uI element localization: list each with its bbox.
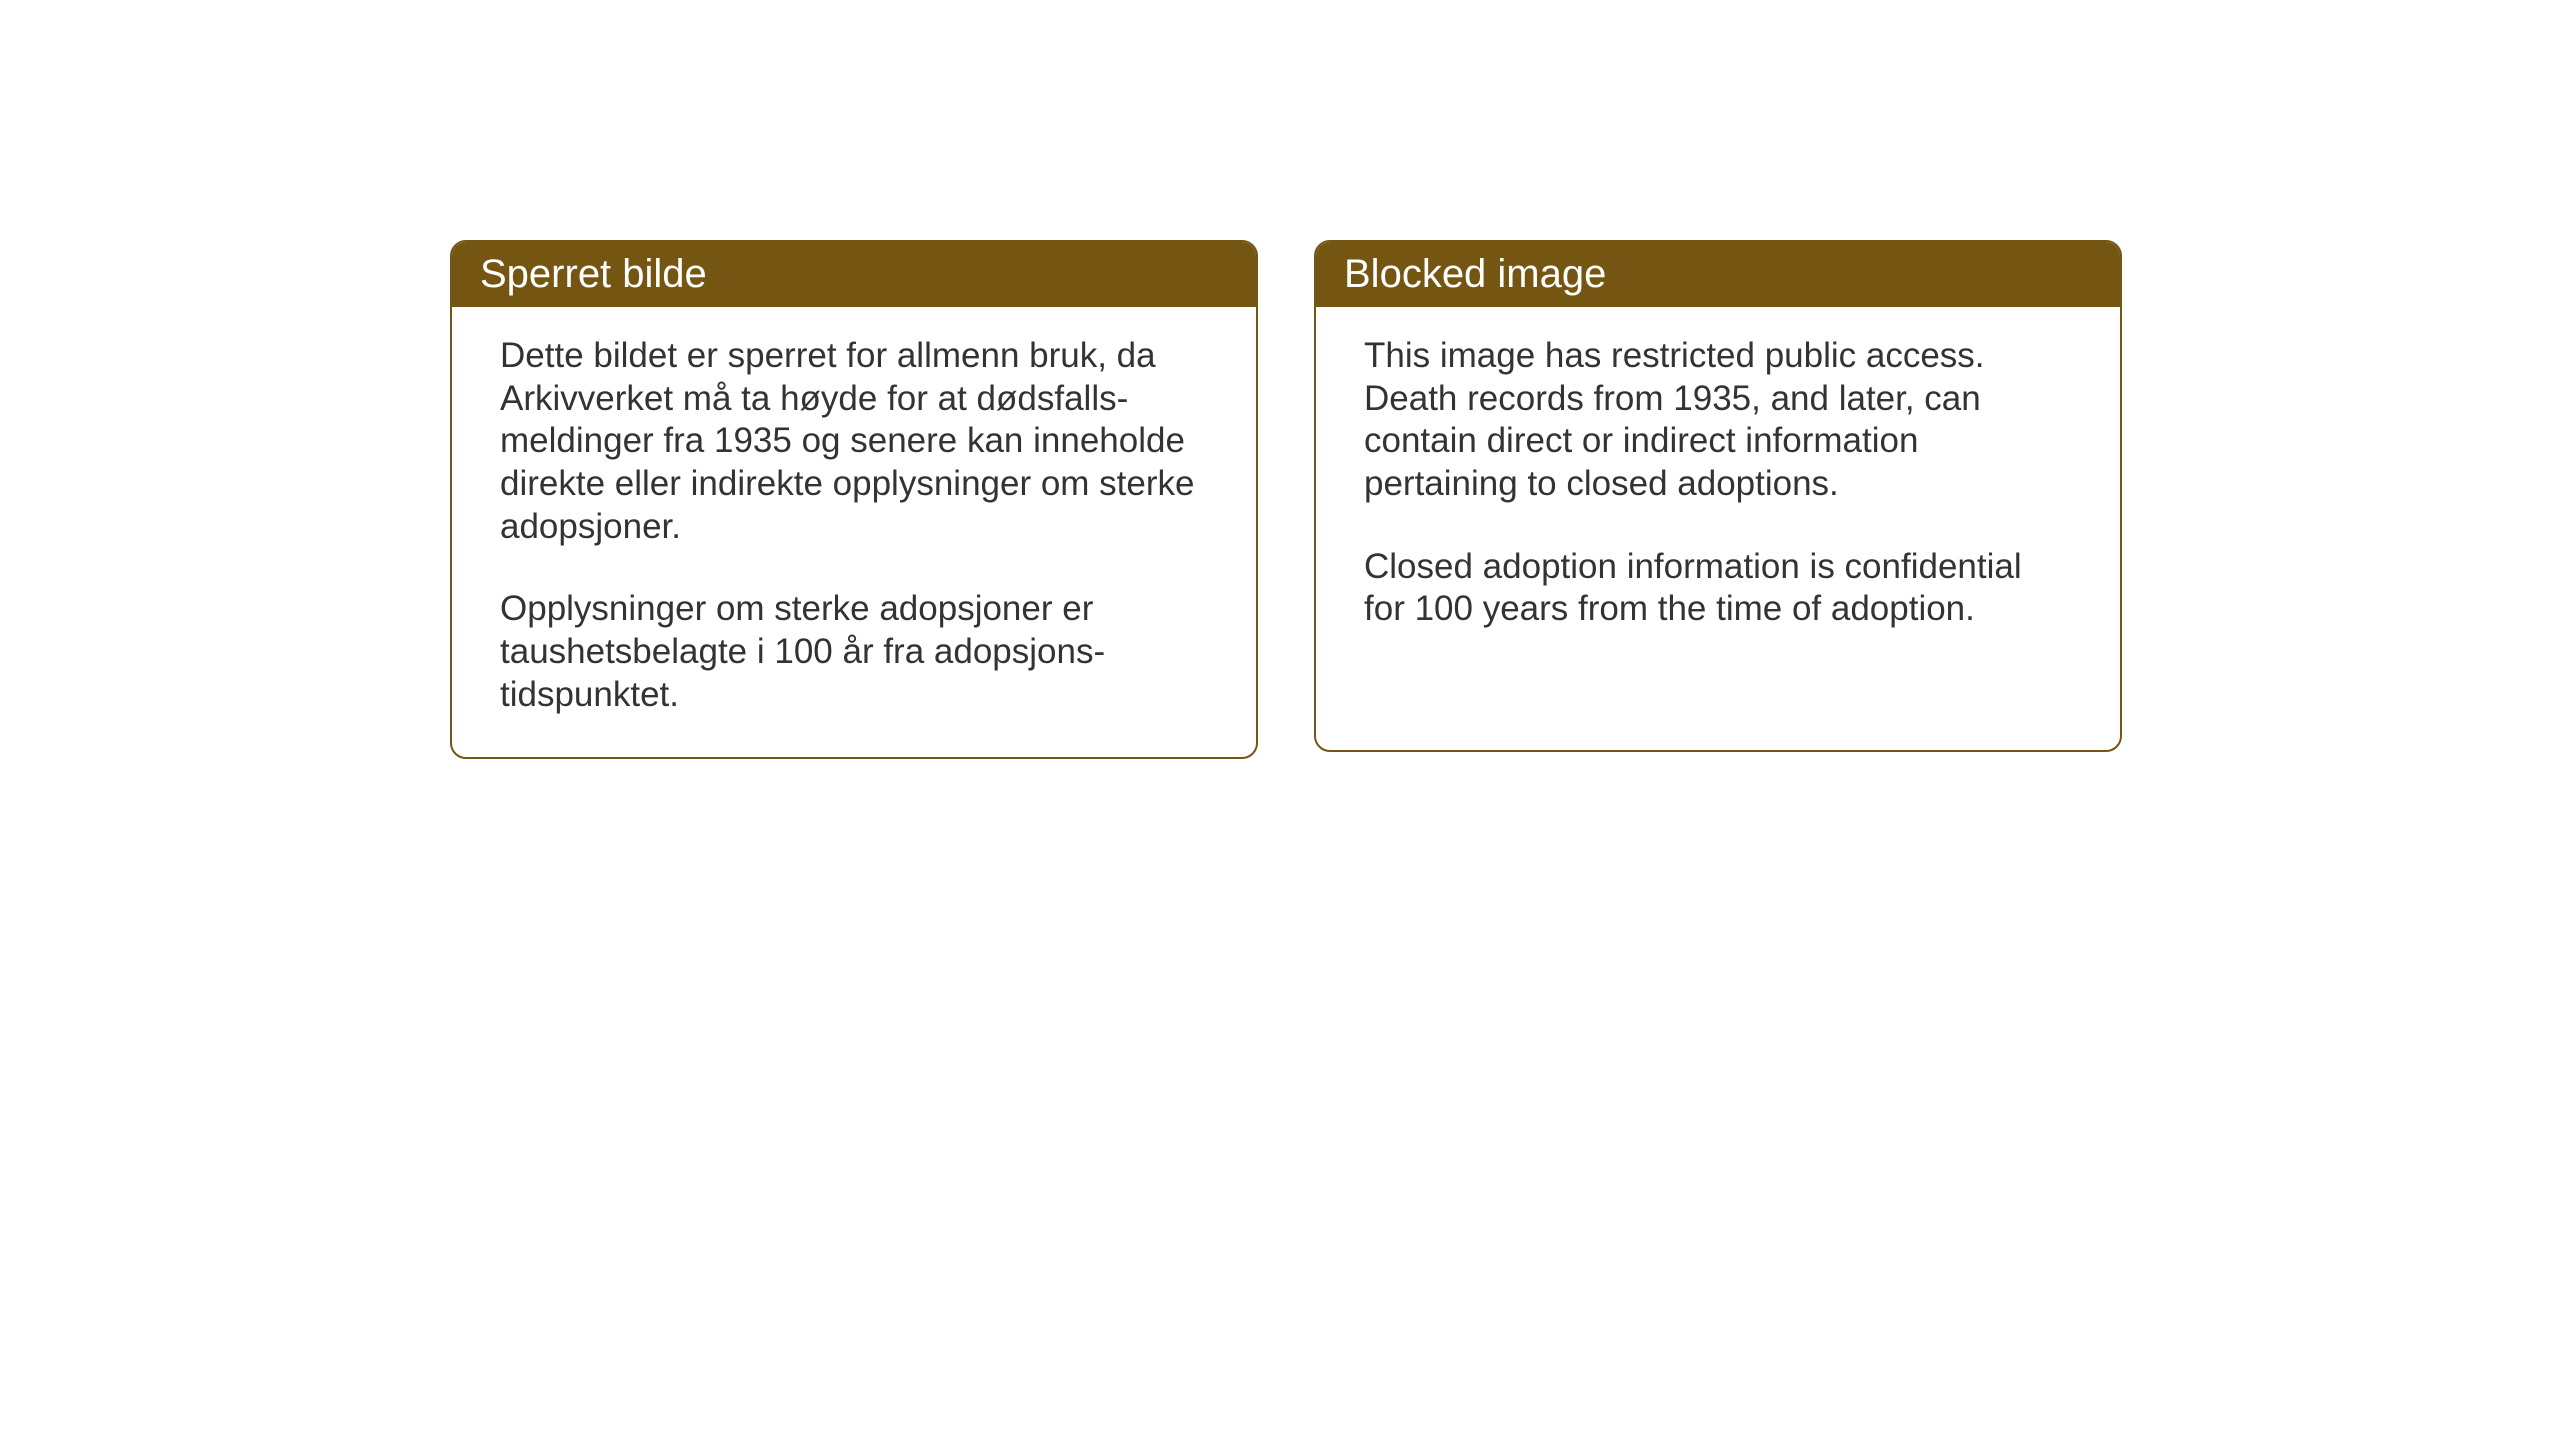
notice-paragraph-1-english: This image has restricted public access.… <box>1364 335 2072 506</box>
notice-paragraph-2-norwegian: Opplysninger om sterke adopsjoner er tau… <box>500 588 1208 716</box>
notice-body-norwegian: Dette bildet er sperret for allmenn bruk… <box>452 307 1256 757</box>
notice-header-norwegian: Sperret bilde <box>452 242 1256 307</box>
notice-body-english: This image has restricted public access.… <box>1316 307 2120 671</box>
notice-card-english: Blocked image This image has restricted … <box>1314 240 2122 752</box>
notice-title-norwegian: Sperret bilde <box>480 252 707 296</box>
notice-card-norwegian: Sperret bilde Dette bildet er sperret fo… <box>450 240 1258 759</box>
notice-header-english: Blocked image <box>1316 242 2120 307</box>
notice-container: Sperret bilde Dette bildet er sperret fo… <box>450 240 2122 759</box>
notice-title-english: Blocked image <box>1344 252 1606 296</box>
notice-paragraph-2-english: Closed adoption information is confident… <box>1364 546 2072 631</box>
notice-paragraph-1-norwegian: Dette bildet er sperret for allmenn bruk… <box>500 335 1208 548</box>
